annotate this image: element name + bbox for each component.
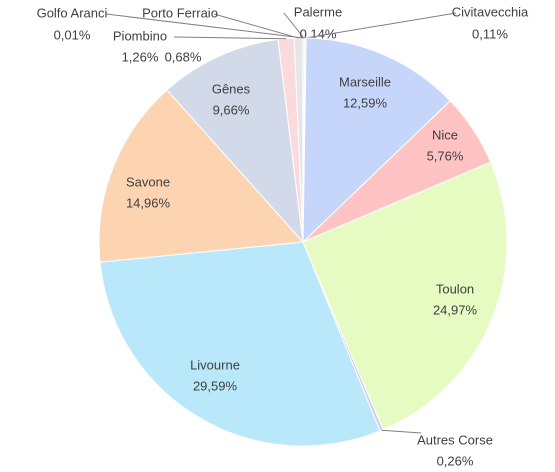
slice-label: Golfo Aranci — [37, 5, 108, 20]
slice-label: Livourne — [190, 357, 240, 372]
slice-label: Nice — [432, 127, 458, 142]
slice-label: Civitavecchia — [452, 4, 529, 19]
slice-value: 0,11% — [472, 26, 508, 41]
slice-value: 5,76% — [427, 148, 464, 163]
slice-value: 0,01% — [54, 27, 91, 42]
slice-label: Savone — [126, 174, 170, 189]
leader-line — [173, 36, 287, 40]
slice-value: 9,66% — [213, 102, 250, 117]
slice-label: Porto Ferraio — [142, 5, 218, 20]
pie-slice — [166, 38, 304, 244]
leader-line — [105, 13, 303, 39]
leader-line — [283, 12, 305, 39]
pie-slice — [302, 161, 508, 431]
slice-value: 0,26% — [437, 453, 474, 468]
leader-line — [381, 429, 422, 434]
slice-value: 0,68% — [165, 49, 202, 64]
slice-label: Piombino — [113, 28, 167, 43]
leader-line — [213, 13, 299, 39]
slice-value: 14,96% — [126, 195, 171, 210]
slice-label: Gênes — [212, 81, 251, 96]
slice-value: 24,97% — [433, 302, 478, 317]
pie-slice — [98, 89, 305, 263]
slice-label: Toulon — [436, 281, 474, 296]
leader-line — [305, 12, 457, 39]
slice-value: 12,59% — [343, 95, 388, 110]
slice-label: Palerme — [294, 4, 342, 19]
slice-label: Marseille — [339, 74, 391, 89]
slice-value: 1,26% — [122, 49, 159, 64]
slice-label: Autres Corse — [417, 432, 493, 447]
slice-value: 29,59% — [193, 378, 238, 393]
pie-slice — [302, 37, 452, 244]
pie-slice — [99, 241, 381, 447]
